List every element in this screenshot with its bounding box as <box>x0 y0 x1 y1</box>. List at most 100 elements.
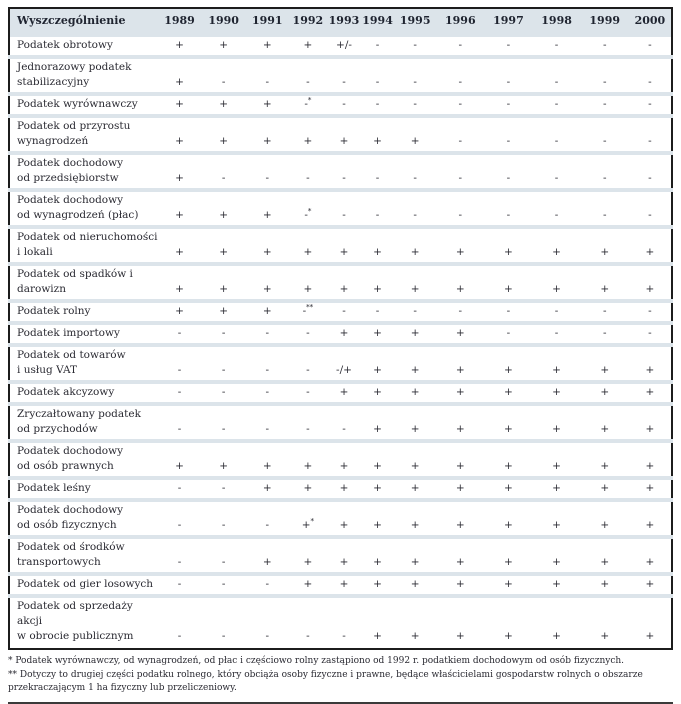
row-value: + <box>361 116 395 155</box>
row-value: - <box>157 478 202 502</box>
row-value: - <box>157 574 202 598</box>
table-row: Podatek od sprzedaży akcji w obrocie pub… <box>9 596 672 649</box>
row-value: + <box>580 264 629 303</box>
tax-presence-table: Wyszczególnienie 1989 1990 1991 1992 1993 199… <box>8 7 673 650</box>
row-value: + <box>394 323 437 347</box>
row-value: + <box>201 264 246 303</box>
row-value: - <box>580 116 629 155</box>
row-value: - <box>288 404 327 443</box>
row-value: + <box>436 345 485 384</box>
row-value: + <box>361 574 395 598</box>
row-value: + <box>394 345 437 384</box>
table-row: Podatek od środków transportowych - - + + + + +… <box>9 537 672 576</box>
row-value: - <box>436 116 485 155</box>
table-row: Podatek dochodowy od wynagrodzeń (płac) +… <box>9 190 672 229</box>
row-value: + <box>201 301 246 325</box>
table-row: Podatek akcyzowy - - - - + + + + + + + + <box>9 382 672 406</box>
row-label: Podatek wyrównawczy <box>9 94 158 118</box>
row-value: - <box>265 630 270 642</box>
row-value: - <box>532 94 581 118</box>
row-value: + <box>394 264 437 303</box>
row-value: + <box>580 478 629 502</box>
row-value: + <box>157 116 202 155</box>
row-value: + <box>245 37 289 59</box>
header-year: 2000 <box>628 8 672 37</box>
row-value: + <box>394 537 437 576</box>
row-value: + <box>157 264 202 303</box>
header-year: 1999 <box>580 8 629 37</box>
row-value: + <box>580 227 629 266</box>
row-value: - <box>580 57 629 96</box>
table-row: Podatek od spadków i darowizn + + + + + + + + + + +… <box>9 264 672 303</box>
row-value: + <box>628 404 672 443</box>
row-value: + <box>157 37 202 59</box>
table-row: Podatek dochodowy od przedsiębiorstw + - - -… <box>9 153 672 192</box>
row-value: - <box>394 153 437 192</box>
table-row: Podatek od nieruchomości i lokali + + + + + + +… <box>9 227 672 266</box>
row-value: - <box>484 57 533 96</box>
row-label: Podatek dochodowy od wynagrodzeń (płac) <box>9 190 158 229</box>
row-value: - <box>157 500 202 539</box>
row-value: + <box>436 227 485 266</box>
row-value: + <box>532 537 581 576</box>
row-value: - <box>157 537 202 576</box>
row-value: - <box>201 478 246 502</box>
row-value: + <box>628 264 672 303</box>
row-value: + <box>201 116 246 155</box>
row-value: - <box>532 190 581 229</box>
row-value: - <box>484 190 533 229</box>
header-year: 1997 <box>484 8 533 37</box>
row-value: - <box>201 57 246 96</box>
row-value: - <box>361 190 395 229</box>
row-value: - <box>394 190 437 229</box>
row-value: + <box>361 441 395 480</box>
table-row: Podatek wyrównawczy + + + -* - - - - - - - - <box>9 94 672 118</box>
table-row: Podatek dochodowy od osób prawnych + + + + + +… <box>9 441 672 480</box>
row-value: + <box>394 404 437 443</box>
row-value: + <box>326 382 362 406</box>
row-value: + <box>436 478 485 502</box>
row-value: - <box>245 404 289 443</box>
row-value: + <box>484 345 533 384</box>
row-label: Podatek od nieruchomości i lokali <box>9 227 157 266</box>
row-label: Podatek rolny <box>9 301 158 325</box>
row-value: + <box>394 441 437 480</box>
row-value: - <box>361 153 395 192</box>
row-value: + <box>484 404 533 443</box>
document-page: Wyszczególnienie 1989 1990 1991 1992 1993 199… <box>8 7 673 704</box>
row-value: - <box>394 57 437 96</box>
row-value: - <box>436 153 485 192</box>
row-label: Zryczałtowany podatek od przychodów <box>9 404 158 443</box>
footnotes: * Podatek wyrównawczy, od wynagrodzeń, o… <box>8 655 673 695</box>
row-value: - <box>201 323 246 347</box>
row-value: + <box>394 478 437 502</box>
row-value: + <box>504 630 513 642</box>
header-year: 1991 <box>245 8 289 37</box>
row-value: + <box>361 227 395 266</box>
header-year: 1992 <box>288 8 327 37</box>
row-label: Podatek od przyrostu wynagrodzeń <box>9 116 158 155</box>
row-label: Podatek od sprzedaży akcji w obrocie pub… <box>17 600 134 642</box>
row-value: + <box>326 478 362 502</box>
row-value: + <box>628 500 672 539</box>
row-value: + <box>484 441 533 480</box>
row-value: - <box>628 94 672 118</box>
row-value: +* <box>288 500 327 539</box>
header-year: 1994 <box>361 8 395 37</box>
row-value: - <box>326 190 362 229</box>
row-value: + <box>157 301 202 325</box>
row-value: + <box>410 630 420 642</box>
row-value: + <box>394 227 437 266</box>
table-row: Podatek obrotowy + + + + +/- - - - - - - - <box>9 37 672 59</box>
row-value: + <box>436 382 485 406</box>
row-value: - <box>628 323 672 347</box>
row-value: -* <box>288 190 327 229</box>
row-label: Podatek od towarów i usług VAT <box>9 345 158 384</box>
row-value: - <box>532 37 581 59</box>
row-value: - <box>288 153 327 192</box>
row-value: - <box>532 301 581 325</box>
row-value: + <box>484 500 533 539</box>
row-value: + <box>628 441 672 480</box>
row-value: + <box>326 537 362 576</box>
row-value: + <box>436 500 485 539</box>
